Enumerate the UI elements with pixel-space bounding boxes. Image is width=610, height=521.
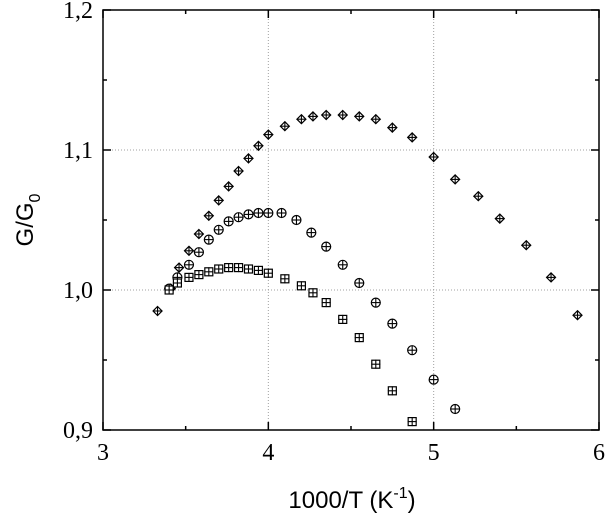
- x-tick-label: 5: [428, 440, 440, 466]
- data-point-diamond-plus: [572, 309, 583, 321]
- data-point-square-plus: [280, 274, 290, 284]
- data-point-diamond-plus: [233, 165, 244, 177]
- data-point-circle-plus: [321, 241, 332, 252]
- data-point-diamond-plus: [520, 239, 532, 251]
- data-point-circle-plus: [306, 227, 317, 238]
- plot-frame: [102, 9, 600, 431]
- data-point-diamond-plus: [183, 245, 195, 257]
- data-point-square-plus: [321, 298, 331, 308]
- data-point-circle-plus: [203, 234, 214, 245]
- y-tick-label: 1,1: [63, 138, 93, 164]
- axis-ticks: [102, 9, 600, 431]
- data-point-diamond-plus: [203, 210, 215, 222]
- data-point-circle-plus: [263, 207, 274, 219]
- data-point-square-plus: [194, 270, 204, 280]
- data-point-diamond-plus: [193, 228, 205, 240]
- y-tick-label: 1,2: [63, 0, 93, 24]
- data-point-square-plus: [263, 268, 273, 278]
- data-point-diamond-plus: [337, 109, 349, 121]
- data-point-square-plus: [243, 264, 254, 274]
- data-point-circle-plus: [193, 247, 204, 258]
- y-axis-label-main: G/G: [12, 202, 39, 246]
- data-point-circle-plus: [291, 214, 302, 226]
- data-point-square-plus: [371, 359, 381, 369]
- data-point-square-plus: [338, 314, 348, 324]
- data-point-circle-plus: [428, 374, 439, 385]
- data-point-diamond-plus: [545, 272, 557, 283]
- data-point-circle-plus: [276, 207, 287, 219]
- data-point-circle-plus: [387, 318, 398, 329]
- y-axis-label-sub: 0: [27, 193, 44, 202]
- data-point-square-plus: [407, 417, 417, 427]
- y-tick-label: 1,0: [63, 278, 93, 304]
- data-point-diamond-plus: [494, 213, 506, 224]
- data-point-square-plus: [387, 386, 397, 396]
- data-point-circle-plus: [213, 224, 224, 235]
- data-point-diamond-plus: [428, 151, 440, 163]
- data-point-diamond-plus: [353, 111, 365, 122]
- data-point-diamond-plus: [307, 111, 319, 122]
- x-tick-label: 4: [262, 440, 274, 466]
- data-point-diamond-plus: [253, 140, 264, 152]
- data-point-square-plus: [224, 263, 234, 273]
- data-point-circle-plus: [183, 259, 195, 270]
- data-point-diamond-plus: [279, 120, 291, 132]
- data-point-diamond-plus: [370, 113, 382, 125]
- x-tick-label: 6: [593, 440, 605, 466]
- data-point-square-plus: [233, 263, 244, 273]
- data-point-diamond-plus: [262, 129, 274, 140]
- data-point-circle-plus: [253, 207, 264, 219]
- data-point-square-plus: [354, 333, 364, 343]
- x-axis-label: 1000/T (K-1): [288, 485, 415, 514]
- data-points: [152, 109, 583, 427]
- data-point-square-plus: [184, 272, 194, 282]
- data-point-circle-plus: [243, 209, 254, 220]
- data-point-diamond-plus: [406, 132, 418, 143]
- data-point-square-plus: [204, 267, 214, 277]
- data-point-square-plus: [214, 264, 224, 274]
- y-axis-label: G/G0: [12, 193, 44, 246]
- data-point-diamond-plus: [152, 305, 163, 317]
- data-point-diamond-plus: [243, 153, 254, 164]
- data-point-diamond-plus: [296, 113, 307, 125]
- data-point-square-plus: [296, 281, 306, 291]
- data-point-square-plus: [253, 265, 264, 275]
- data-point-circle-plus: [450, 403, 461, 415]
- x-tick-labels: 3 4 5 6: [97, 440, 605, 466]
- y-tick-labels: 0,9 1,0 1,1 1,2: [63, 0, 93, 444]
- y-tick-label: 0,9: [63, 418, 93, 444]
- data-point-circle-plus: [233, 212, 244, 223]
- data-point-diamond-plus: [173, 262, 185, 273]
- data-point-diamond-plus: [223, 181, 235, 192]
- data-point-diamond-plus: [320, 109, 332, 121]
- x-axis-label-sup: -1: [393, 485, 407, 502]
- data-point-diamond-plus: [213, 195, 225, 206]
- x-tick-label: 3: [97, 440, 109, 466]
- data-point-square-plus: [308, 288, 318, 298]
- data-point-diamond-plus: [386, 122, 398, 133]
- data-point-diamond-plus: [472, 190, 484, 202]
- x-axis-label-close: ): [408, 487, 416, 514]
- grid-lines: [103, 10, 599, 430]
- data-point-circle-plus: [407, 345, 418, 356]
- data-point-diamond-plus: [449, 174, 461, 185]
- data-point-square-plus: [164, 285, 174, 295]
- x-axis-label-main: 1000/T (K: [288, 487, 393, 514]
- data-point-circle-plus: [337, 259, 348, 270]
- data-point-square-plus: [172, 278, 182, 288]
- data-point-circle-plus: [370, 297, 381, 308]
- data-point-circle-plus: [223, 216, 234, 227]
- data-point-circle-plus: [354, 277, 365, 289]
